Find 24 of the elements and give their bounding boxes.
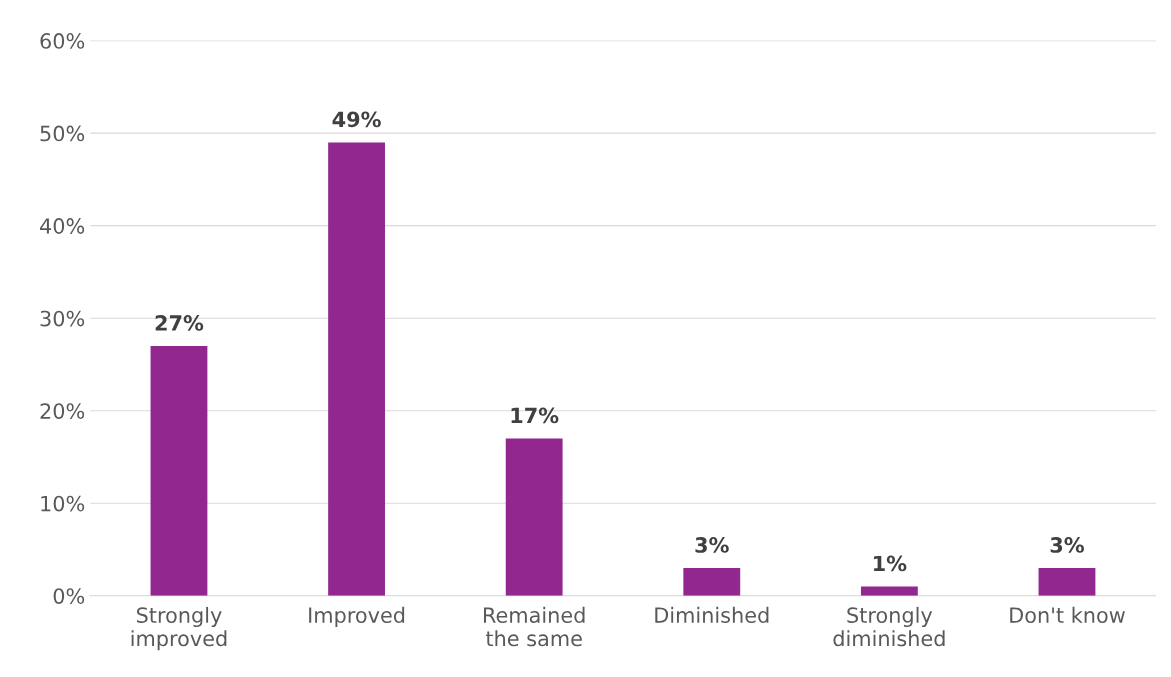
y-tick-label: 50% [40,125,85,142]
y-tick-label: 0% [53,588,85,604]
x-tick-label: Diminished [655,606,769,623]
bar [150,345,208,596]
y-tick-label: 60% [40,33,85,49]
data-label: 3% [1050,537,1084,553]
data-label: 1% [874,555,907,572]
data-label: 49% [332,111,381,128]
data-label: 27% [155,315,204,331]
x-tick-label: Strongly diminished [833,606,945,647]
bar [505,438,563,596]
bar [683,568,741,596]
bar [328,142,385,596]
x-tick-label: Strongly improved [131,606,227,651]
x-tick-label: Remained the same [483,606,585,647]
y-tick-label: 20% [40,403,85,419]
bar [1038,568,1096,596]
x-tick-label: Don't know [1010,606,1125,623]
data-label: 3% [695,537,729,553]
data-label: 17% [511,407,559,424]
x-tick-label: Improved [309,606,405,628]
y-tick-label: 10% [41,495,85,512]
y-tick-label: 40% [40,218,85,234]
y-tick-label: 30% [40,310,85,327]
